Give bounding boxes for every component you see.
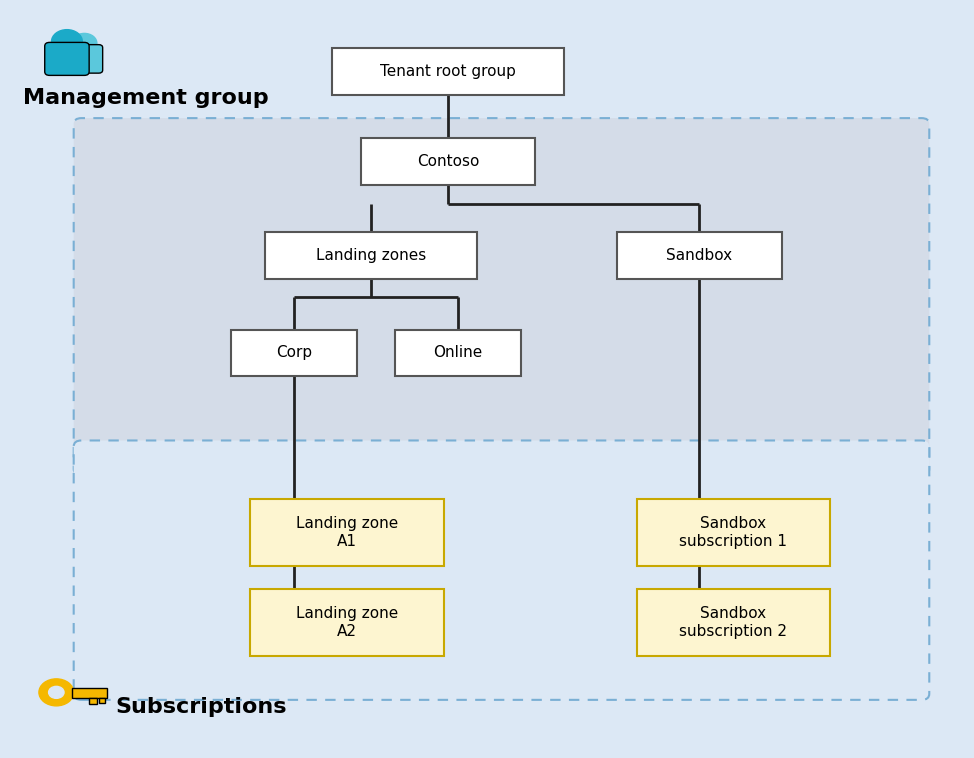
Text: Sandbox: Sandbox — [666, 248, 732, 263]
Text: Corp: Corp — [276, 345, 312, 360]
Circle shape — [39, 679, 74, 706]
FancyBboxPatch shape — [66, 45, 102, 73]
Text: Sandbox
subscription 1: Sandbox subscription 1 — [679, 516, 787, 549]
Text: Sandbox
subscription 2: Sandbox subscription 2 — [679, 606, 787, 639]
FancyBboxPatch shape — [395, 330, 521, 376]
Text: Subscriptions: Subscriptions — [115, 697, 286, 717]
Circle shape — [49, 686, 64, 698]
Text: Landing zones: Landing zones — [316, 248, 427, 263]
FancyBboxPatch shape — [74, 118, 929, 475]
Text: Contoso: Contoso — [417, 154, 479, 169]
Text: Landing zone
A2: Landing zone A2 — [296, 606, 398, 639]
Text: Tenant root group: Tenant root group — [381, 64, 516, 79]
FancyBboxPatch shape — [637, 589, 830, 656]
Text: Management group: Management group — [23, 88, 269, 108]
FancyBboxPatch shape — [618, 232, 781, 278]
FancyBboxPatch shape — [250, 499, 443, 566]
Text: Landing zone
A1: Landing zone A1 — [296, 516, 398, 549]
FancyBboxPatch shape — [72, 688, 106, 698]
FancyBboxPatch shape — [637, 499, 830, 566]
FancyBboxPatch shape — [231, 330, 356, 376]
Text: Online: Online — [433, 345, 483, 360]
FancyBboxPatch shape — [332, 49, 564, 95]
FancyBboxPatch shape — [98, 698, 104, 703]
Circle shape — [52, 30, 83, 54]
FancyBboxPatch shape — [90, 698, 96, 704]
FancyBboxPatch shape — [74, 440, 929, 700]
FancyBboxPatch shape — [265, 232, 477, 278]
FancyBboxPatch shape — [361, 139, 536, 185]
FancyBboxPatch shape — [45, 42, 90, 75]
FancyBboxPatch shape — [250, 589, 443, 656]
Circle shape — [72, 33, 96, 53]
